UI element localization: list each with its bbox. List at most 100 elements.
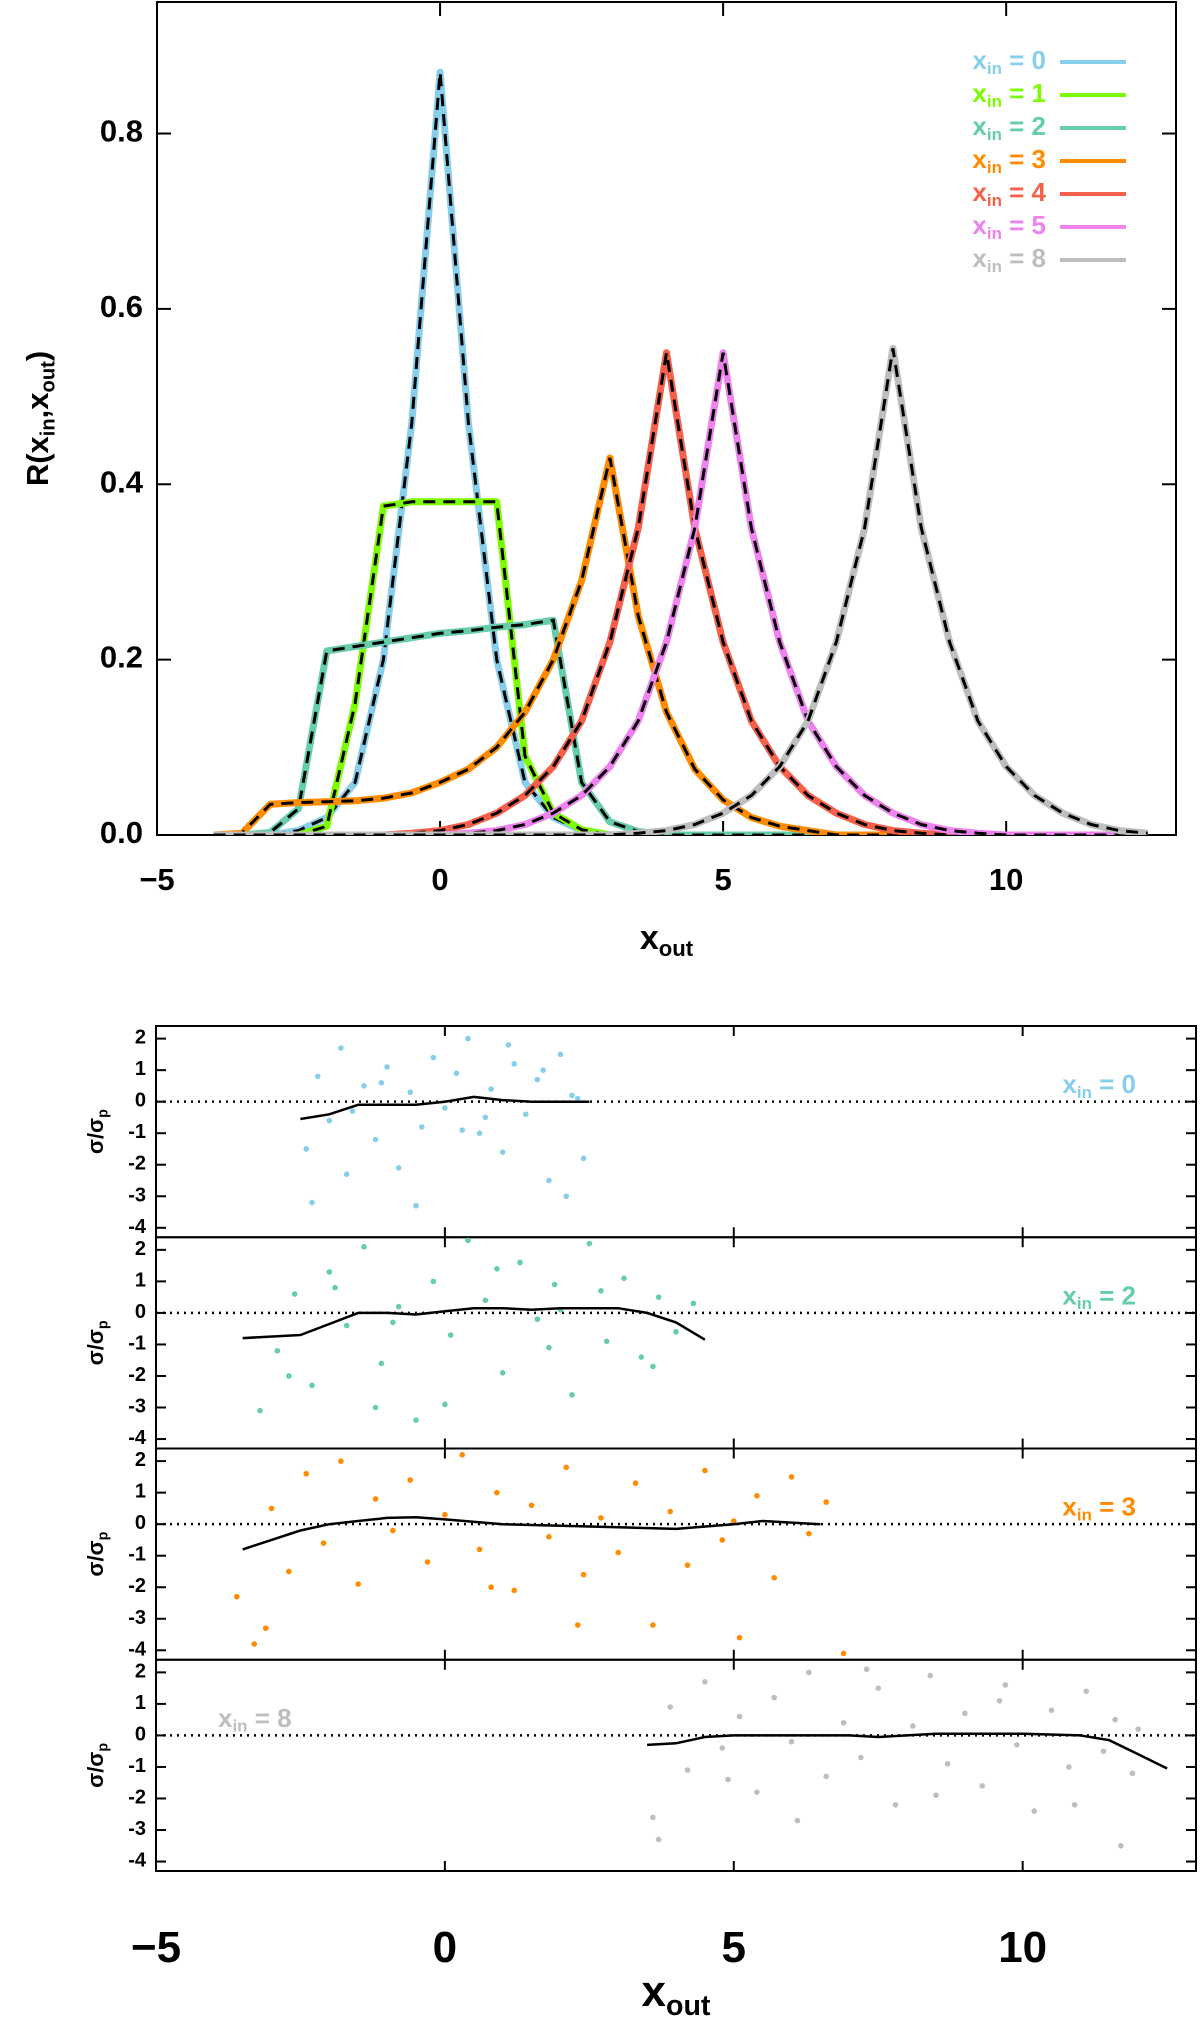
- y-tick-label: 1: [135, 1058, 146, 1080]
- residual-point: [338, 1458, 344, 1464]
- y-tick-label: 0: [135, 1090, 146, 1112]
- y-axis-label: σ/σp: [83, 1320, 112, 1365]
- residual-point: [1002, 1682, 1009, 1688]
- residual-point: [442, 1511, 448, 1518]
- x-tick-label: −5: [131, 1923, 181, 1972]
- panel-label: xin = 3: [1062, 1491, 1136, 1524]
- legend-label: xin = 1: [972, 78, 1046, 111]
- residual-point: [257, 1407, 263, 1414]
- residual-point: [979, 1783, 986, 1789]
- residual-point: [667, 1704, 674, 1710]
- residual-point: [459, 1452, 466, 1458]
- residual-point: [332, 1284, 338, 1291]
- residual-point: [1031, 1808, 1038, 1814]
- y-tick-label: -1: [128, 1333, 146, 1355]
- residual-point: [234, 1593, 240, 1600]
- y-tick-label: 0: [135, 1301, 146, 1323]
- residual-point: [476, 1130, 483, 1137]
- residual-point: [303, 1470, 310, 1477]
- fit-curve: [213, 457, 1148, 835]
- y-axis-label: σ/σp: [83, 1109, 112, 1154]
- y-tick-label: 1: [135, 1481, 146, 1503]
- trend-line: [647, 1732, 1168, 1770]
- residual-point: [1071, 1801, 1078, 1808]
- residual-point: [424, 1559, 431, 1565]
- x-tick-label: 10: [989, 862, 1023, 897]
- residual-point: [499, 1149, 506, 1155]
- legend-label: xin = 4: [972, 177, 1046, 210]
- residual-point: [349, 1108, 356, 1114]
- legend-label: xin = 0: [972, 45, 1046, 78]
- residual-point: [511, 1587, 518, 1594]
- residual-point: [927, 1672, 934, 1679]
- residual-point: [586, 1240, 593, 1247]
- y-tick-label: -2: [128, 1576, 146, 1598]
- residual-point: [395, 1303, 402, 1310]
- residual-point: [442, 1105, 448, 1111]
- residual-point: [447, 1332, 454, 1338]
- residual-point: [546, 1533, 552, 1540]
- y-tick-label: -3: [128, 1396, 146, 1418]
- y-tick-label: -4: [128, 1850, 147, 1872]
- residual-point: [719, 1537, 726, 1543]
- residual-point: [355, 1581, 362, 1587]
- residual-point: [1129, 1770, 1136, 1777]
- residual-point: [788, 1738, 795, 1745]
- residual-point: [442, 1401, 448, 1408]
- residual-point: [638, 1354, 645, 1360]
- y-tick-label: 2: [135, 1449, 146, 1471]
- x-axis-label: xout: [642, 1967, 711, 2022]
- x-axis-label: xout: [640, 919, 694, 961]
- residual-point: [418, 1124, 425, 1130]
- residual-point: [684, 1562, 691, 1568]
- y-tick-label: -1: [128, 1544, 146, 1566]
- residual-point: [569, 1092, 575, 1099]
- residual-point: [314, 1073, 321, 1080]
- x-tick-label: 5: [722, 1923, 746, 1972]
- residual-point: [361, 1083, 367, 1089]
- residual-point: [372, 1404, 379, 1411]
- residual-point: [563, 1193, 570, 1200]
- y-tick-label: 1: [135, 1270, 146, 1292]
- residual-point: [320, 1540, 327, 1546]
- residual-point: [286, 1373, 292, 1379]
- y-tick-label: -4: [128, 1427, 147, 1449]
- residual-point: [823, 1499, 830, 1505]
- residual-point: [962, 1710, 968, 1717]
- axes-frame: [155, 1658, 1197, 1872]
- residual-point: [655, 1294, 662, 1300]
- residual-point: [407, 1477, 414, 1483]
- residual-point: [580, 1571, 587, 1578]
- residual-point: [1112, 1716, 1118, 1723]
- residual-point: [569, 1392, 575, 1398]
- residual-point: [1100, 1748, 1107, 1754]
- residual-point: [546, 1344, 552, 1351]
- residual-point: [499, 1370, 506, 1376]
- residual-point: [840, 1650, 847, 1657]
- axes-frame: [155, 1447, 1197, 1661]
- residual-point: [557, 1051, 564, 1058]
- panel-label: xin = 8: [218, 1703, 292, 1736]
- trend-line: [300, 1095, 590, 1121]
- residual-point: [343, 1171, 350, 1177]
- residual-point: [430, 1054, 437, 1061]
- residual-point: [361, 1243, 367, 1250]
- residual-point: [262, 1625, 269, 1632]
- legend-label: xin = 5: [972, 210, 1046, 243]
- y-axis-label: R(xin,xout): [20, 351, 59, 486]
- residual-point: [615, 1549, 622, 1556]
- residual-point: [598, 1288, 604, 1294]
- x-tick-label: −5: [139, 862, 174, 897]
- y-tick-label: -3: [128, 1607, 146, 1629]
- residual-point: [858, 1754, 864, 1761]
- y-tick-label: -2: [128, 1787, 146, 1809]
- residual-point: [482, 1297, 489, 1304]
- y-tick-label: -1: [128, 1121, 146, 1143]
- residual-point: [407, 1089, 414, 1096]
- residual-point: [378, 1360, 385, 1367]
- residual-point: [933, 1792, 939, 1799]
- residual-point: [632, 1480, 639, 1486]
- residual-point: [840, 1720, 847, 1726]
- residual-point: [372, 1136, 379, 1143]
